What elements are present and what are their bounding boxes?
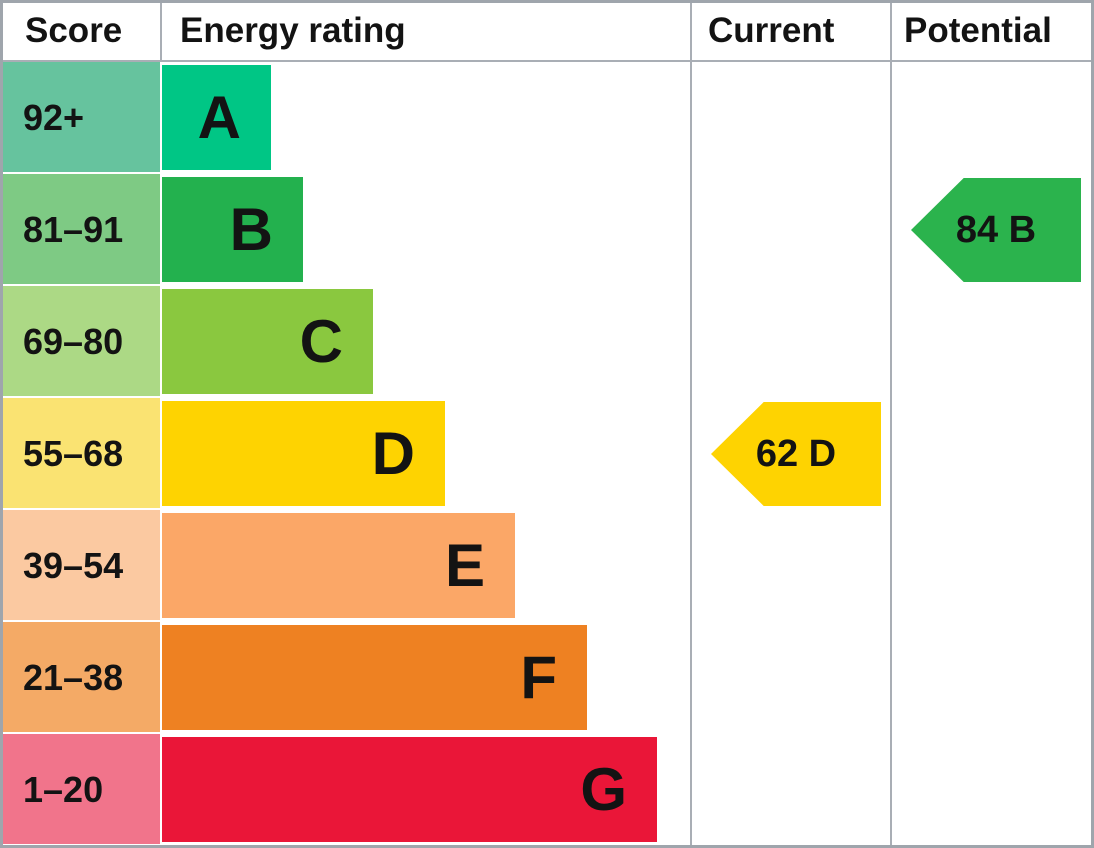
- band-score-range: 21–38: [3, 622, 160, 732]
- band-bar-a: A: [162, 65, 271, 170]
- current-column-header: Current: [708, 11, 835, 50]
- band-bar-c: C: [162, 289, 373, 394]
- band-row-e: 39–54 E: [0, 510, 1094, 622]
- band-row-c: 69–80 C: [0, 286, 1094, 398]
- band-row-g: 1–20 G: [0, 734, 1094, 846]
- band-row-d: 55–68 D: [0, 398, 1094, 510]
- band-bar-e: E: [162, 513, 515, 618]
- band-row-a: 92+ A: [0, 62, 1094, 174]
- potential-column-divider: [890, 0, 892, 848]
- band-bar-f: F: [162, 625, 587, 730]
- band-score-range: 92+: [3, 62, 160, 172]
- potential-rating-arrow: 84 B: [911, 178, 1081, 282]
- energy-rating-column-header: Energy rating: [180, 11, 406, 50]
- potential-column-header: Potential: [904, 11, 1052, 50]
- current-column-divider: [690, 0, 692, 848]
- band-row-f: 21–38 F: [0, 622, 1094, 734]
- score-column-divider: [160, 0, 162, 62]
- band-bar-b: B: [162, 177, 303, 282]
- band-row-b: 81–91 B: [0, 174, 1094, 286]
- header-divider: [0, 60, 1094, 62]
- band-score-range: 69–80: [3, 286, 160, 396]
- band-score-range: 55–68: [3, 398, 160, 508]
- band-score-range: 81–91: [3, 174, 160, 284]
- band-score-range: 1–20: [3, 734, 160, 844]
- band-bar-g: G: [162, 737, 657, 842]
- band-bar-d: D: [162, 401, 445, 506]
- band-score-range: 39–54: [3, 510, 160, 620]
- score-column-header: Score: [25, 11, 123, 50]
